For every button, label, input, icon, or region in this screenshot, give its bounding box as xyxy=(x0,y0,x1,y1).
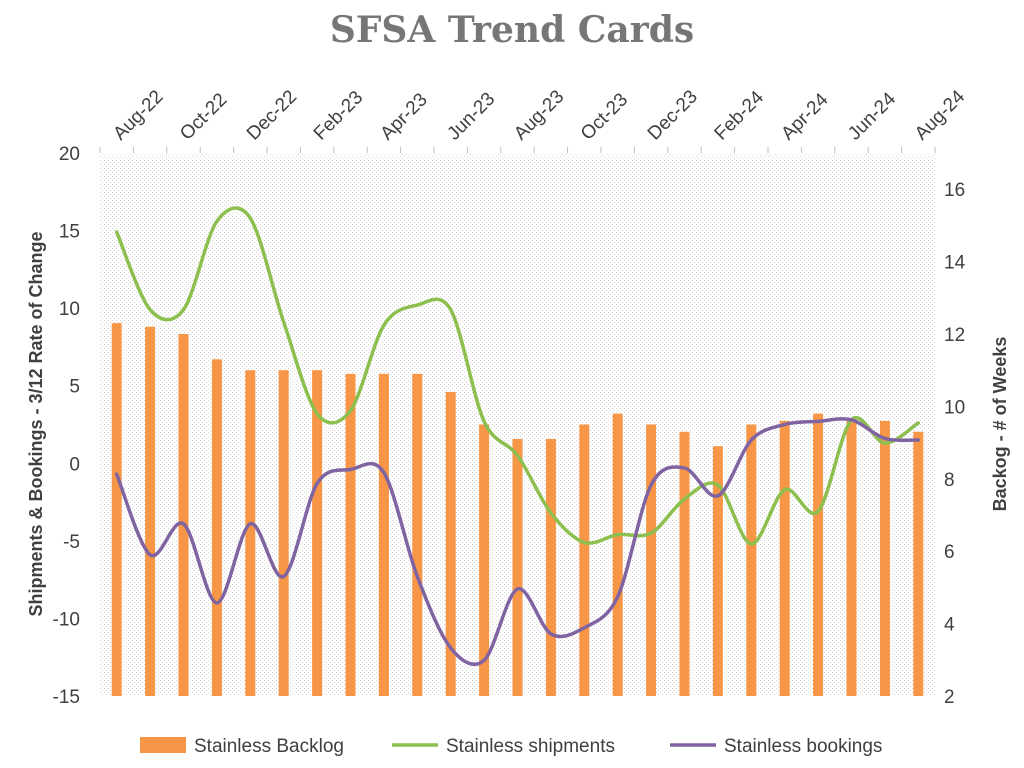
bar-backlog xyxy=(345,373,356,696)
legend-item-bookings: Stainless bookings xyxy=(670,736,882,757)
bar-backlog xyxy=(712,446,723,696)
bar-backlog xyxy=(545,438,556,696)
bar-backlog xyxy=(679,431,690,696)
line-bookings xyxy=(114,417,921,666)
legend: Stainless Backlog Stainless shipments St… xyxy=(140,736,882,757)
x-tick-label: Oct-23 xyxy=(577,89,632,144)
y-left-tick-label: -10 xyxy=(53,609,80,630)
bar-backlog xyxy=(445,391,456,696)
x-tick-label: Feb-24 xyxy=(711,87,769,145)
legend-item-backlog: Stainless Backlog xyxy=(140,736,344,757)
bar-backlog xyxy=(579,424,590,696)
bar-backlog xyxy=(512,438,523,696)
bar-backlog xyxy=(211,359,222,696)
bar-backlog xyxy=(178,334,189,696)
bar-backlog xyxy=(479,424,490,696)
legend-item-shipments: Stainless shipments xyxy=(392,736,615,757)
x-axis-ticks xyxy=(99,147,936,153)
chart-title: SFSA Trend Cards xyxy=(330,9,694,51)
bar-backlog xyxy=(111,323,122,696)
backlog-bars xyxy=(111,323,924,696)
bar-backlog xyxy=(913,431,924,696)
bar-backlog xyxy=(245,370,256,696)
x-tick-label: Dec-22 xyxy=(243,86,301,144)
x-tick-label: Jun-24 xyxy=(844,88,900,144)
y-right-tick-label: 12 xyxy=(944,325,965,346)
bar-backlog xyxy=(612,413,623,696)
legend-label-bookings: Stainless bookings xyxy=(724,736,882,757)
bar-backlog xyxy=(646,424,657,696)
bar-backlog xyxy=(779,420,790,696)
y-right-tick-label: 6 xyxy=(944,542,955,563)
x-tick-label: Aug-24 xyxy=(911,86,969,144)
x-tick-label: Aug-22 xyxy=(109,86,167,144)
x-tick-label: Apr-23 xyxy=(377,89,432,144)
y-left-axis-label: Shipments & Bookings - 3/12 Rate of Chan… xyxy=(26,231,46,616)
y-left-tick-labels: -15 -10 -5 0 5 10 15 20 xyxy=(53,144,80,708)
x-tick-label: Apr-24 xyxy=(777,89,832,144)
bar-backlog xyxy=(879,420,890,696)
y-left-tick-label: 10 xyxy=(59,299,80,320)
y-right-tick-label: 4 xyxy=(944,615,955,636)
x-tick-label: Feb-23 xyxy=(310,87,367,144)
y-right-axis-label: Backog - # of Weeks xyxy=(990,337,1010,512)
legend-label-backlog: Stainless Backlog xyxy=(194,736,344,757)
y-left-tick-label: -15 xyxy=(53,687,80,708)
y-left-tick-label: 0 xyxy=(69,454,80,475)
bar-backlog xyxy=(846,420,857,696)
bar-backlog xyxy=(278,370,289,696)
line-shipments xyxy=(114,206,921,546)
y-left-tick-label: 15 xyxy=(59,222,80,243)
bar-backlog xyxy=(145,326,156,696)
x-tick-label: Dec-23 xyxy=(644,86,702,144)
y-right-tick-label: 10 xyxy=(944,397,965,418)
y-right-tick-labels: 2 4 6 8 10 12 14 16 xyxy=(944,180,966,708)
y-left-tick-label: -5 xyxy=(63,532,80,553)
y-right-tick-label: 2 xyxy=(944,687,955,708)
y-left-tick-label: 20 xyxy=(59,144,80,165)
bar-backlog xyxy=(813,413,824,696)
bar-backlog xyxy=(412,373,423,696)
y-right-tick-label: 16 xyxy=(944,180,965,201)
x-tick-label: Aug-23 xyxy=(510,86,568,144)
y-right-tick-label: 8 xyxy=(944,470,955,491)
legend-swatch-backlog xyxy=(140,737,186,753)
x-tick-label: Oct-22 xyxy=(176,89,231,144)
series-lines xyxy=(114,206,921,666)
x-tick-label: Jun-23 xyxy=(443,89,499,145)
y-right-tick-label: 14 xyxy=(944,253,966,274)
y-left-tick-label: 5 xyxy=(69,377,80,398)
bar-backlog xyxy=(312,370,323,696)
bar-backlog xyxy=(378,373,389,696)
x-axis-labels: Aug-22 Oct-22 Dec-22 Feb-23 Apr-23 Jun-23 Aug-… xyxy=(109,86,969,144)
legend-label-shipments: Stainless shipments xyxy=(446,736,615,757)
bar-backlog xyxy=(746,424,757,696)
